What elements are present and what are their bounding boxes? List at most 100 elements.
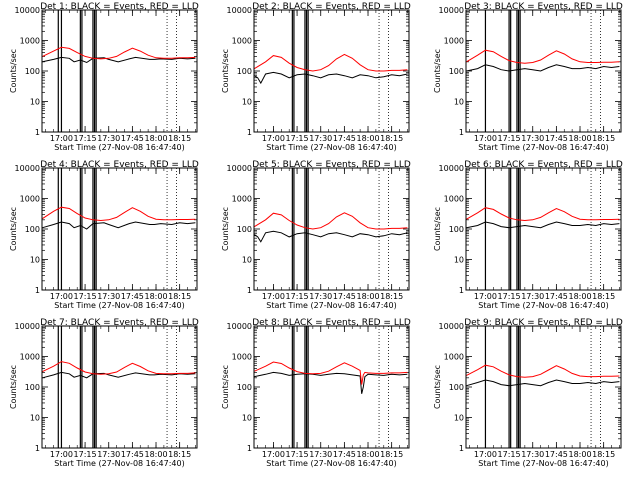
x-tick-label: 17:00	[50, 450, 73, 459]
y-tick-label: 10	[30, 414, 40, 423]
x-tick-label: 17:30	[309, 134, 332, 143]
y-tick-label: 100	[25, 67, 40, 76]
panel-title: Det 8: BLACK = Events, RED = LLD	[252, 318, 411, 328]
plot-frame	[41, 325, 198, 449]
y-tick-label: 10	[454, 256, 464, 265]
x-tick-label: 18:15	[168, 134, 191, 143]
panel-title: Det 5: BLACK = Events, RED = LLD	[252, 160, 411, 170]
series-line-events	[466, 379, 620, 387]
y-tick-label: 10	[30, 98, 40, 107]
series-line-lld	[466, 207, 620, 222]
x-tick-label: 18:00	[356, 134, 379, 143]
y-axis-label: Counts/sec	[221, 365, 230, 409]
panel-title: Det 9: BLACK = Events, RED = LLD	[464, 318, 623, 328]
plot-frame	[253, 167, 410, 291]
x-tick-label: 18:00	[144, 450, 167, 459]
panel-det-1: Det 1: BLACK = Events, RED = LLD 1 10 100 10…	[9, 2, 199, 152]
series-line-events	[42, 56, 196, 64]
y-tick-label: 100	[449, 225, 464, 234]
x-tick-label: 18:15	[380, 450, 403, 459]
x-tick-label: 18:00	[356, 450, 379, 459]
x-tick-label: 18:00	[144, 134, 167, 143]
panel-det-2: Det 2: BLACK = Events, RED = LLD 1 10 100 10…	[221, 2, 411, 152]
y-tick-label: 100	[449, 383, 464, 392]
x-tick-label: 17:15	[498, 134, 521, 143]
panel-det-8: Det 8: BLACK = Events, RED = LLD 1 10 100 10…	[221, 318, 411, 468]
y-tick-label: 1000	[20, 195, 40, 204]
x-axis-label: Start Time (27-Nov-08 16:47:40)	[54, 459, 184, 468]
panel-title: Det 2: BLACK = Events, RED = LLD	[252, 2, 411, 12]
x-tick-label: 17:30	[521, 292, 544, 301]
series-line-events	[254, 71, 408, 85]
y-tick-label: 1	[247, 286, 252, 295]
x-tick-label: 17:45	[121, 134, 144, 143]
y-tick-label: 10	[242, 98, 252, 107]
y-tick-label: 1000	[232, 353, 252, 362]
series-line-events	[466, 221, 620, 229]
x-tick-label: 17:00	[262, 134, 285, 143]
y-tick-label: 1	[247, 444, 252, 453]
y-tick-label: 1	[459, 444, 464, 453]
x-tick-label: 18:15	[380, 134, 403, 143]
y-tick-label: 1	[247, 128, 252, 137]
y-tick-label: 10000	[227, 322, 252, 331]
x-axis-label: Start Time (27-Nov-08 16:47:40)	[478, 459, 608, 468]
y-tick-label: 10000	[227, 6, 252, 15]
x-tick-label: 18:15	[592, 134, 615, 143]
x-tick-label: 17:45	[333, 134, 356, 143]
x-tick-label: 17:30	[309, 292, 332, 301]
plot-frame	[465, 325, 622, 449]
x-tick-label: 17:15	[286, 134, 309, 143]
x-tick-label: 18:15	[592, 292, 615, 301]
panel-det-9: Det 9: BLACK = Events, RED = LLD 1 10 100 10…	[433, 318, 623, 468]
y-tick-label: 10	[454, 98, 464, 107]
panel-det-7: Det 7: BLACK = Events, RED = LLD 1 10 100 10…	[9, 318, 199, 468]
y-tick-label: 10000	[227, 164, 252, 173]
series-line-events	[254, 371, 408, 394]
y-axis-label: Counts/sec	[221, 207, 230, 251]
x-tick-label: 17:30	[97, 134, 120, 143]
y-tick-label: 10000	[439, 322, 464, 331]
y-tick-label: 100	[25, 225, 40, 234]
x-tick-label: 17:15	[74, 292, 97, 301]
x-tick-label: 18:00	[356, 292, 379, 301]
y-tick-label: 10	[30, 256, 40, 265]
y-tick-label: 100	[449, 67, 464, 76]
x-axis-label: Start Time (27-Nov-08 16:47:40)	[478, 301, 608, 310]
x-axis-label: Start Time (27-Nov-08 16:47:40)	[266, 301, 396, 310]
y-tick-label: 1000	[20, 353, 40, 362]
x-tick-label: 18:00	[568, 450, 591, 459]
panel-title: Det 1: BLACK = Events, RED = LLD	[40, 2, 199, 12]
plot-frame	[253, 9, 410, 133]
y-tick-label: 1	[459, 286, 464, 295]
x-tick-label: 17:30	[521, 134, 544, 143]
series-line-events	[466, 64, 620, 72]
panel-det-6: Det 6: BLACK = Events, RED = LLD 1 10 100 10…	[433, 160, 623, 310]
x-tick-label: 17:30	[309, 450, 332, 459]
y-tick-label: 1000	[20, 37, 40, 46]
panel-det-3: Det 3: BLACK = Events, RED = LLD 1 10 100 10…	[433, 2, 623, 152]
y-axis-label: Counts/sec	[221, 49, 230, 93]
x-tick-label: 18:00	[568, 134, 591, 143]
x-tick-label: 17:00	[50, 134, 73, 143]
x-tick-label: 17:15	[74, 134, 97, 143]
x-tick-label: 17:45	[121, 292, 144, 301]
plot-frame	[253, 325, 410, 449]
y-tick-label: 10000	[15, 6, 40, 15]
panel-title: Det 6: BLACK = Events, RED = LLD	[464, 160, 623, 170]
x-axis-label: Start Time (27-Nov-08 16:47:40)	[266, 459, 396, 468]
panel-det-5: Det 5: BLACK = Events, RED = LLD 1 10 100 10…	[221, 160, 411, 310]
x-axis-label: Start Time (27-Nov-08 16:47:40)	[54, 143, 184, 152]
x-tick-label: 17:30	[97, 450, 120, 459]
x-tick-label: 17:45	[545, 292, 568, 301]
y-tick-label: 1000	[444, 353, 464, 362]
y-axis-label: Counts/sec	[9, 365, 18, 409]
y-tick-label: 10	[242, 414, 252, 423]
x-tick-label: 17:45	[545, 134, 568, 143]
panel-title: Det 4: BLACK = Events, RED = LLD	[40, 160, 199, 170]
series-line-lld	[466, 49, 620, 64]
y-tick-label: 10000	[15, 322, 40, 331]
x-tick-label: 17:15	[498, 450, 521, 459]
x-tick-label: 17:15	[498, 292, 521, 301]
x-tick-label: 17:00	[262, 450, 285, 459]
